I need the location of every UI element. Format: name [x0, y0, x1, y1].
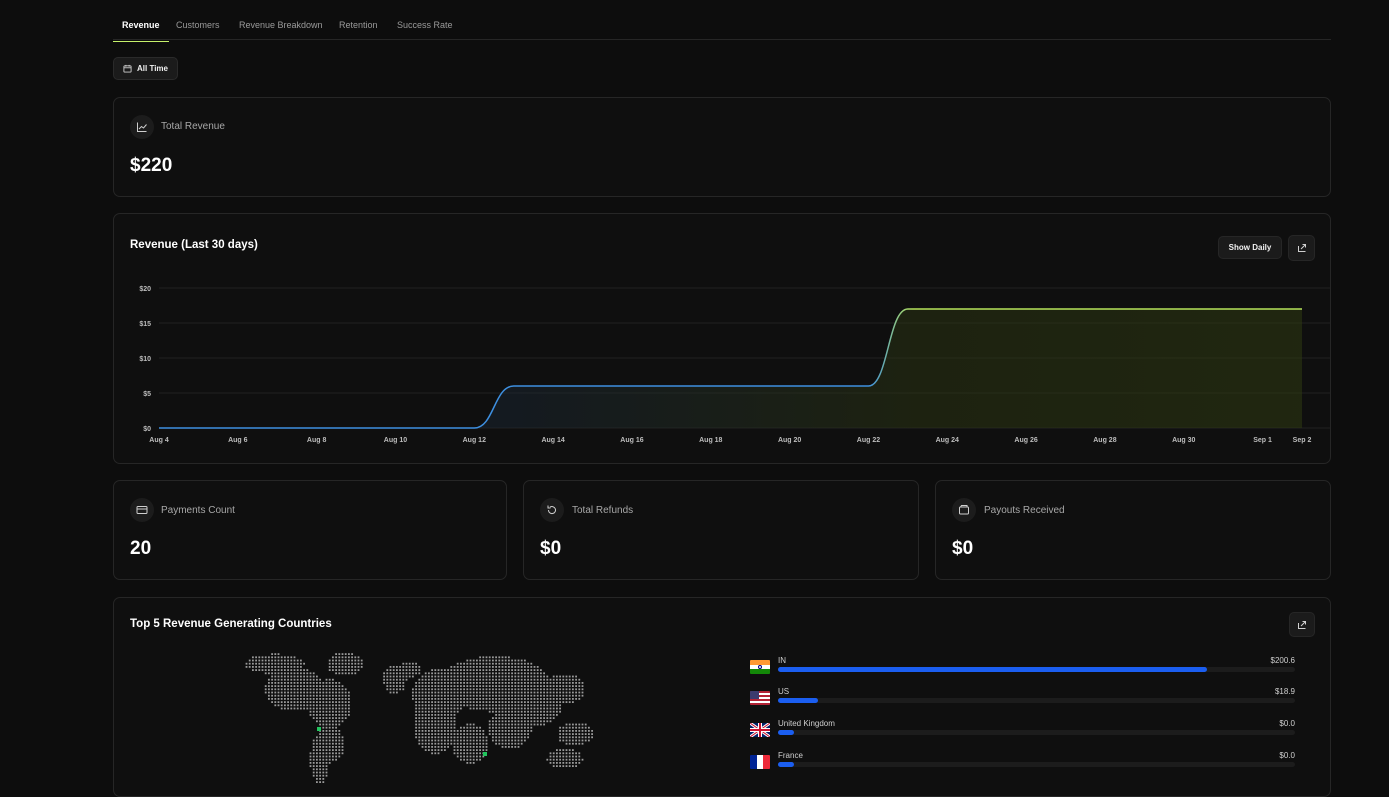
- revenue-chart-title: Revenue (Last 30 days): [130, 239, 258, 251]
- country-revenue: $0.0: [1279, 751, 1295, 760]
- x-tick-label: Aug 12: [463, 437, 486, 444]
- credit-card-icon: [130, 498, 154, 522]
- total-refunds-label: Total Refunds: [572, 505, 634, 516]
- x-tick-label: Aug 24: [936, 437, 959, 444]
- country-name: IN: [778, 656, 786, 665]
- revenue-line-chart: $0 $5 $10 $15 $20 Aug 4 Aug 6 Aug 8 Aug 10 Aug 12…: [139, 286, 1330, 444]
- y-tick-label: $10: [139, 356, 151, 363]
- uk-flag-icon: [750, 723, 770, 737]
- tab-customers[interactable]: Customers: [176, 20, 220, 30]
- total-refunds-value: $0: [540, 538, 562, 559]
- x-tick-label: Aug 30: [1172, 437, 1195, 444]
- country-marker: [483, 752, 487, 756]
- x-tick-label: Aug 4: [149, 437, 169, 444]
- country-name: France: [778, 751, 803, 760]
- x-tick-label: Aug 10: [384, 437, 407, 444]
- refund-icon: [540, 498, 564, 522]
- us-flag-icon: [750, 691, 770, 705]
- x-tick-label: Aug 16: [620, 437, 643, 444]
- payouts-received-value: $0: [952, 538, 974, 559]
- country-name: United Kingdom: [778, 719, 835, 728]
- top-countries-card: Top 5 Revenue Generating Countries IN $2…: [113, 597, 1331, 797]
- payments-count-card: Payments Count 20: [113, 480, 507, 580]
- x-tick-label: Sep 1: [1253, 437, 1272, 444]
- x-tick-label: Sep 2: [1293, 437, 1312, 444]
- tab-retention[interactable]: Retention: [339, 20, 378, 30]
- country-row-fr: France $0.0: [750, 751, 1295, 779]
- country-revenue: $18.9: [1274, 687, 1295, 696]
- line-chart-icon: [130, 115, 154, 139]
- india-flag-icon: [750, 660, 770, 674]
- world-map: [245, 653, 593, 783]
- calendar-icon: [123, 64, 132, 73]
- y-tick-label: $15: [139, 321, 151, 328]
- y-tick-label: $0: [143, 426, 151, 433]
- tab-revenue-breakdown[interactable]: Revenue Breakdown: [239, 20, 323, 30]
- revenue-chart-card: Revenue (Last 30 days) Show Daily $0 $5 $1…: [113, 213, 1331, 464]
- country-revenue: $0.0: [1279, 719, 1295, 728]
- tab-bar: Revenue Customers Revenue Breakdown Rete…: [113, 13, 1331, 42]
- total-refunds-card: Total Refunds $0: [523, 480, 919, 580]
- payouts-received-label: Payouts Received: [984, 505, 1065, 516]
- revenue-line: [158, 308, 1302, 429]
- revenue-bar-track: [778, 730, 1295, 735]
- x-tick-label: Aug 20: [778, 437, 801, 444]
- wallet-icon: [952, 498, 976, 522]
- total-revenue-label: Total Revenue: [161, 121, 225, 132]
- y-tick-label: $5: [143, 391, 151, 398]
- country-row-in: IN $200.6: [750, 656, 1295, 684]
- revenue-area: [159, 309, 1302, 428]
- x-tick-label: Aug 6: [228, 437, 248, 444]
- revenue-bar-track: [778, 762, 1295, 767]
- share-icon: [1298, 620, 1306, 629]
- tab-revenue[interactable]: Revenue: [113, 20, 169, 42]
- country-name: US: [778, 687, 790, 696]
- share-chart-button[interactable]: [1288, 235, 1315, 261]
- tab-success-rate[interactable]: Success Rate: [397, 20, 453, 30]
- x-tick-label: Aug 22: [857, 437, 880, 444]
- total-revenue-card: Total Revenue $220: [113, 97, 1331, 197]
- country-marker: [317, 727, 321, 731]
- x-tick-label: Aug 8: [307, 437, 327, 444]
- show-daily-button[interactable]: Show Daily: [1218, 236, 1282, 259]
- revenue-bar-fill: [778, 762, 794, 767]
- revenue-bar-track: [778, 667, 1295, 672]
- x-tick-label: Aug 18: [699, 437, 722, 444]
- country-row-uk: United Kingdom $0.0: [750, 719, 1295, 747]
- france-flag-icon: [750, 755, 770, 769]
- share-countries-button[interactable]: [1289, 612, 1315, 637]
- revenue-bar-fill: [778, 730, 794, 735]
- revenue-bar-fill: [778, 698, 819, 703]
- top-countries-title: Top 5 Revenue Generating Countries: [130, 618, 332, 630]
- x-tick-label: Aug 26: [1014, 437, 1037, 444]
- revenue-bar-fill: [778, 667, 1208, 672]
- share-icon: [1297, 244, 1306, 252]
- date-range-button[interactable]: All Time: [113, 57, 178, 80]
- revenue-bar-track: [778, 698, 1295, 703]
- x-tick-label: Aug 28: [1093, 437, 1116, 444]
- y-tick-label: $20: [139, 286, 151, 293]
- payments-count-value: 20: [130, 538, 152, 559]
- country-row-us: US $18.9: [750, 687, 1295, 715]
- payouts-received-card: Payouts Received $0: [935, 480, 1331, 580]
- total-revenue-value: $220: [130, 155, 173, 176]
- x-tick-label: Aug 14: [541, 437, 564, 444]
- date-range-label: All Time: [137, 64, 168, 73]
- country-revenue: $200.6: [1270, 656, 1295, 665]
- payments-count-label: Payments Count: [161, 505, 235, 516]
